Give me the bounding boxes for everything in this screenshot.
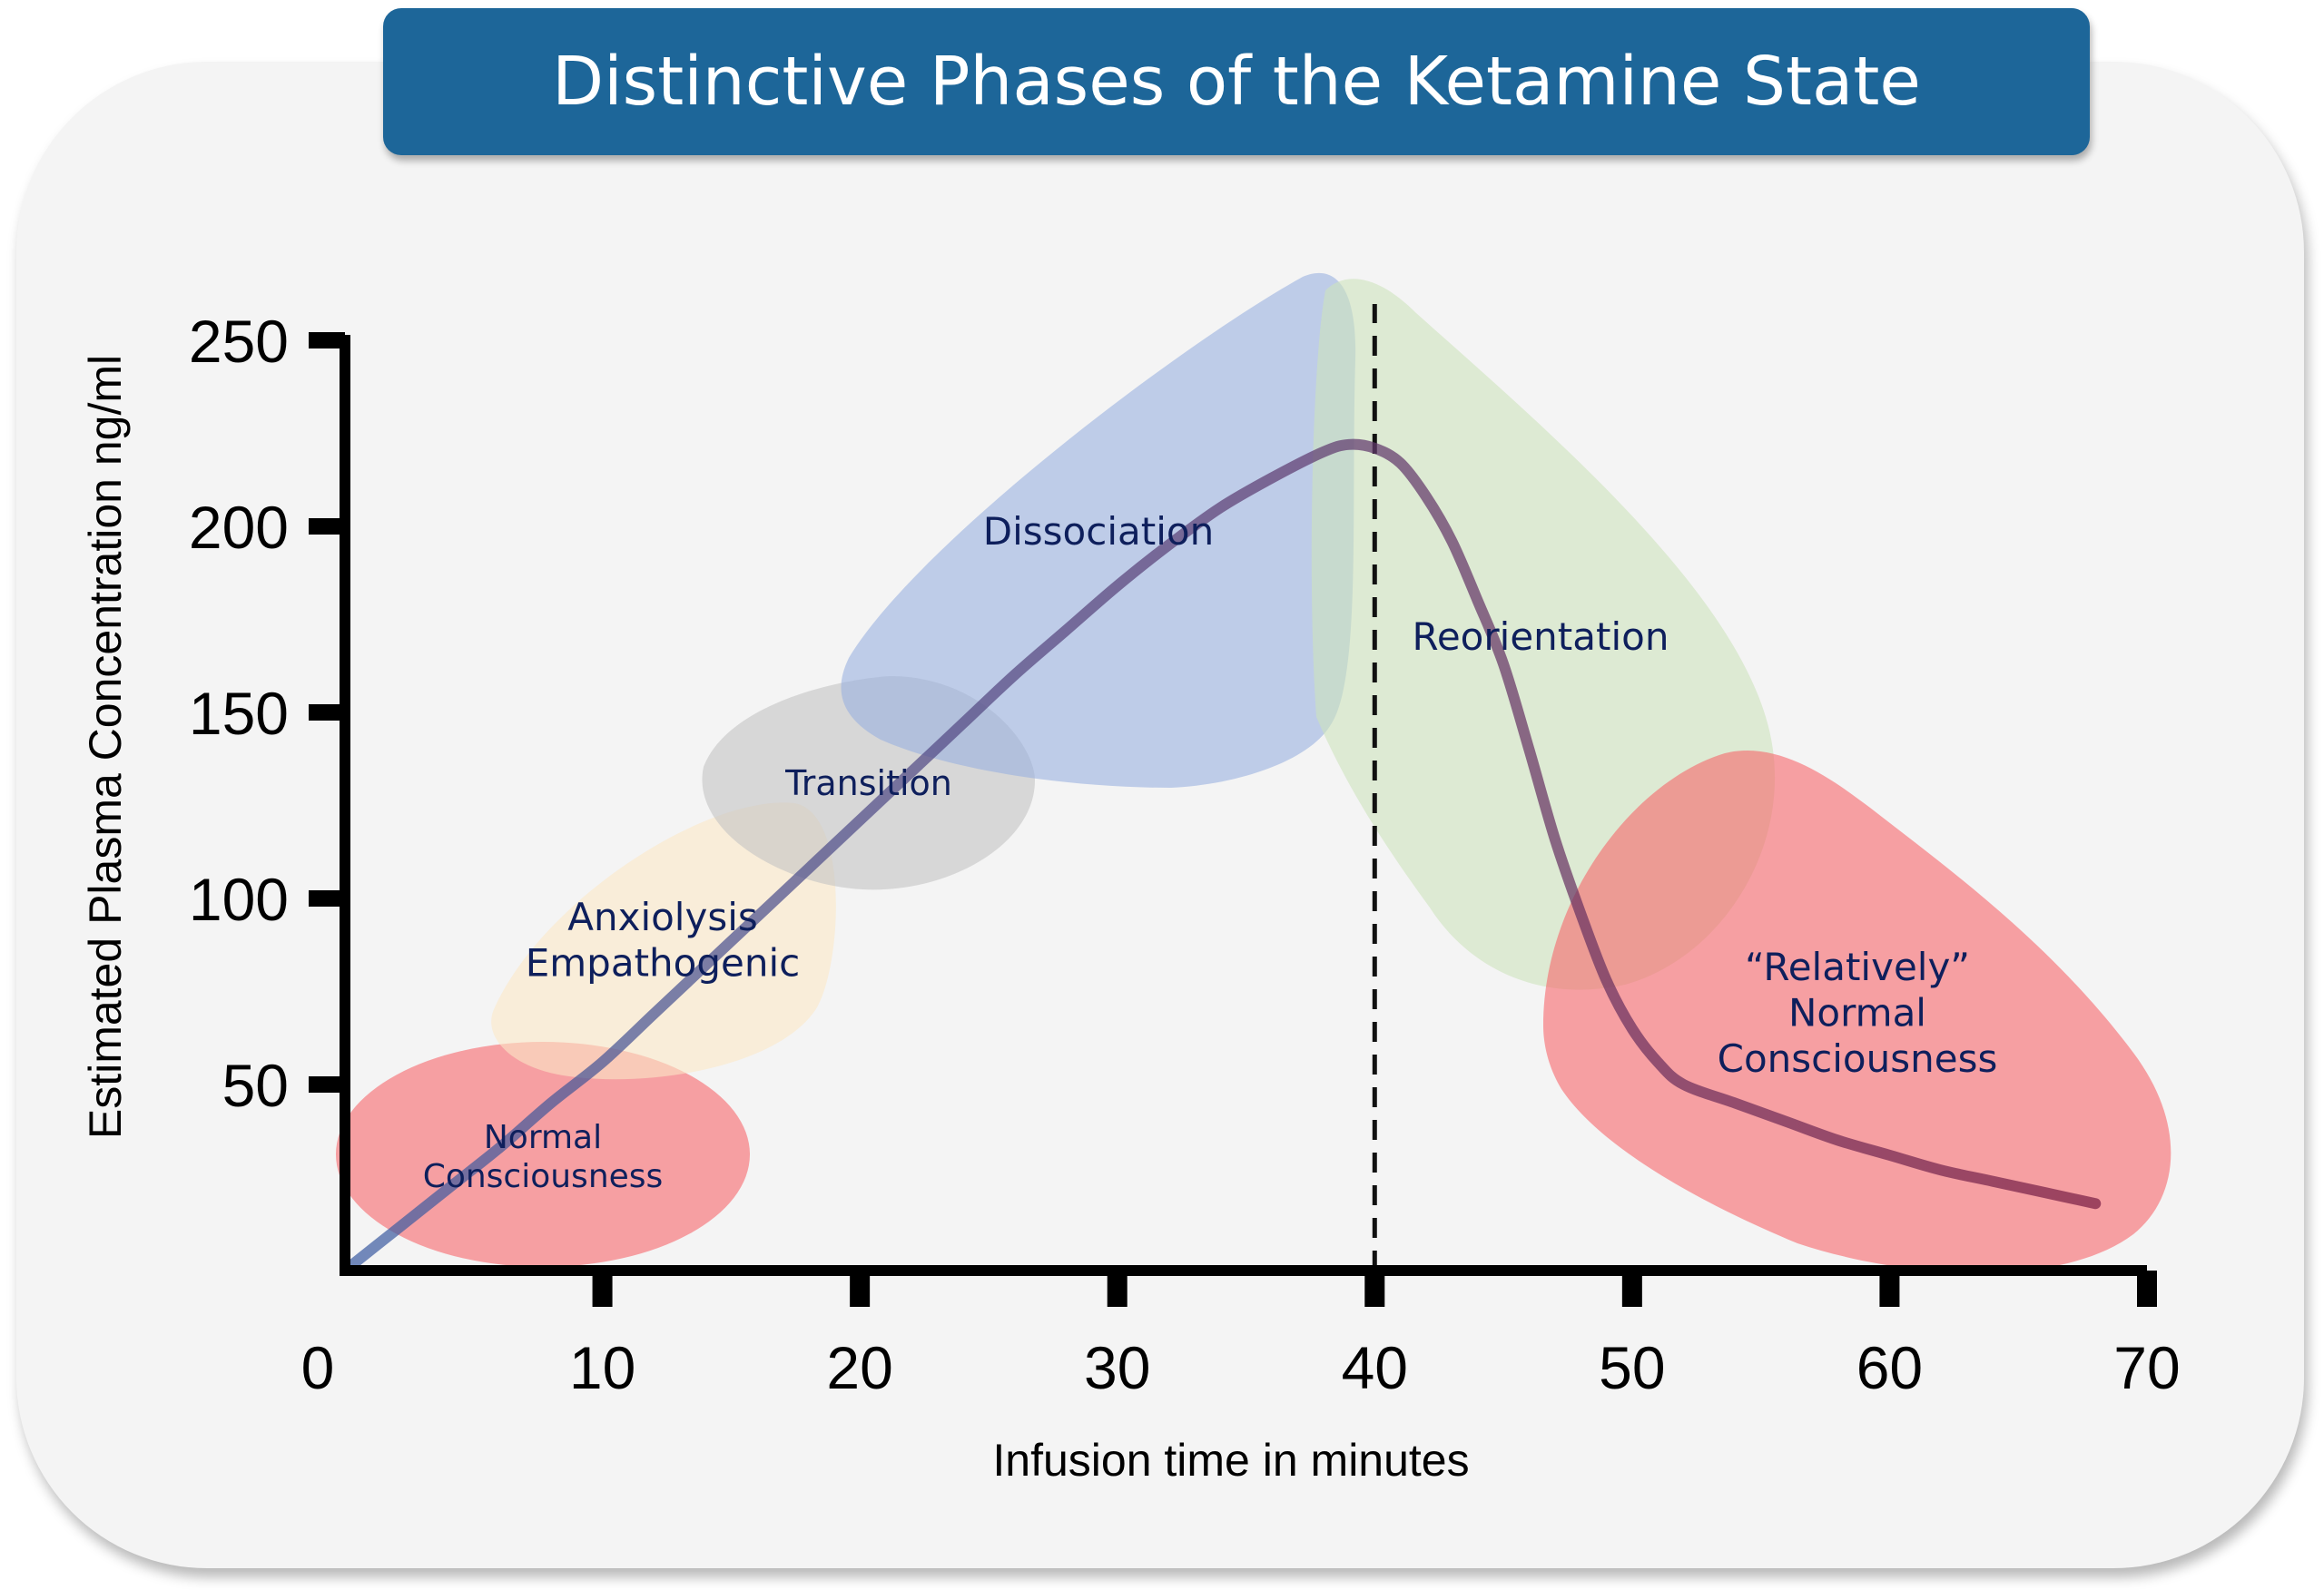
x-tick-label: 40	[1342, 1334, 1408, 1401]
chart-card	[16, 62, 2304, 1568]
phase-dissociation-blob	[841, 272, 1356, 788]
phase-label: Transition	[784, 763, 952, 803]
concentration-curve	[340, 438, 2102, 1276]
x-tick-label: 20	[826, 1334, 892, 1401]
x-tick-label: 50	[1599, 1334, 1665, 1401]
y-tick-label: 100	[189, 866, 289, 933]
y-tick-label: 250	[189, 308, 289, 375]
phase-label: Empathogenic	[526, 940, 801, 985]
y-axis-title: Estimated Plasma Concentration ng/ml	[80, 355, 131, 1139]
phase-relatively-normal-blob	[1543, 751, 2171, 1273]
x-tick-label: 30	[1084, 1334, 1150, 1401]
phase-label: “Relatively”	[1745, 945, 1970, 989]
phase-label: Normal	[1788, 990, 1926, 1035]
y-tick-label: 200	[189, 494, 289, 561]
chart-title: Distinctive Phases of the Ketamine State	[552, 43, 1921, 121]
phase-label: Anxiolysis	[567, 895, 758, 939]
phase-normal-consciousness-blob	[336, 1042, 750, 1267]
axes	[340, 335, 2147, 1276]
phase-anxiolysis-blob	[491, 802, 836, 1080]
x-tick-label: 60	[1856, 1334, 1923, 1401]
y-tick-label: 50	[222, 1052, 289, 1119]
y-tick-label: 150	[189, 680, 289, 747]
phase-label: Consciousness	[1718, 1036, 1998, 1081]
x-tick-label: 0	[301, 1334, 335, 1401]
title-banner: Distinctive Phases of the Ketamine State	[383, 8, 2090, 155]
phase-label: Reorientation	[1413, 614, 1669, 659]
phase-label: Dissociation	[983, 509, 1214, 554]
x-axis-title: Infusion time in minutes	[992, 1435, 1469, 1486]
phase-label: Consciousness	[423, 1158, 664, 1195]
phase-label: Normal	[484, 1119, 602, 1156]
x-tick-label: 70	[2113, 1334, 2180, 1401]
x-tick-label: 10	[569, 1334, 635, 1401]
